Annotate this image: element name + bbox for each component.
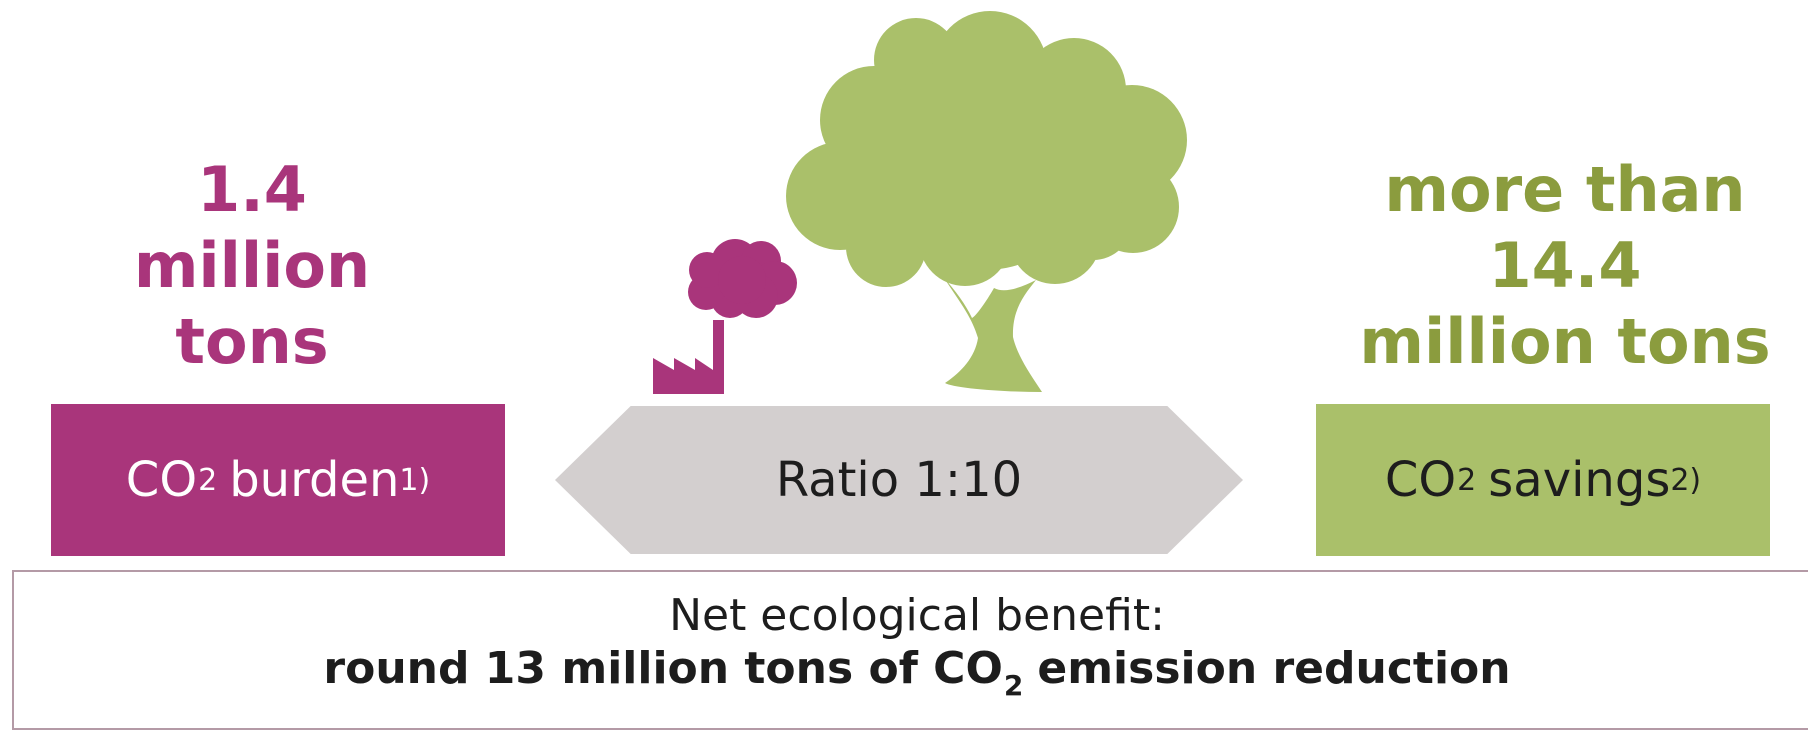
co2-burden-footnote: 1) — [399, 462, 431, 498]
burden-amount-line-2: million — [133, 229, 371, 302]
ratio-label: Ratio 1:10 — [775, 452, 1023, 508]
ratio-hexagon: Ratio 1:10 — [555, 406, 1243, 554]
net-benefit-suffix: emission reduction — [1037, 643, 1511, 694]
savings-amount-line-2: 14.4 — [1488, 229, 1642, 302]
co2-savings-subscript: 2 — [1457, 462, 1477, 498]
smoke-cloud-icon — [688, 239, 797, 318]
net-benefit-box: Net ecological benefit: round 13 million… — [12, 570, 1808, 730]
co2-burden-label: burden — [229, 452, 400, 508]
co2-savings-footnote: 2) — [1670, 462, 1702, 498]
co2-burden-subscript: 2 — [198, 462, 218, 498]
factory-icon — [653, 320, 724, 394]
net-benefit-heading: Net ecological benefit: — [669, 590, 1165, 641]
burden-amount: 1.4 million tons — [52, 152, 452, 380]
burden-amount-line-3: tons — [175, 305, 329, 378]
net-benefit-statement: round 13 million tons of CO2 emission red… — [14, 642, 1808, 713]
co2-burden-prefix: CO — [125, 452, 198, 508]
net-benefit-prefix: round 13 million tons of CO — [323, 643, 1003, 694]
co2-savings-label: savings — [1488, 452, 1671, 508]
savings-amount: more than 14.4 million tons — [1315, 152, 1808, 380]
burden-amount-line-1: 1.4 — [197, 153, 307, 226]
savings-amount-line-3: million tons — [1359, 305, 1771, 378]
illustration — [653, 11, 1187, 394]
net-benefit-subscript: 2 — [1003, 669, 1024, 702]
co2-savings-box: CO 2 savings 2) — [1316, 404, 1770, 556]
co2-burden-box: CO 2 burden 1) — [51, 404, 505, 556]
savings-amount-line-1: more than — [1384, 153, 1746, 226]
co2-savings-prefix: CO — [1384, 452, 1457, 508]
tree-icon — [786, 11, 1187, 392]
